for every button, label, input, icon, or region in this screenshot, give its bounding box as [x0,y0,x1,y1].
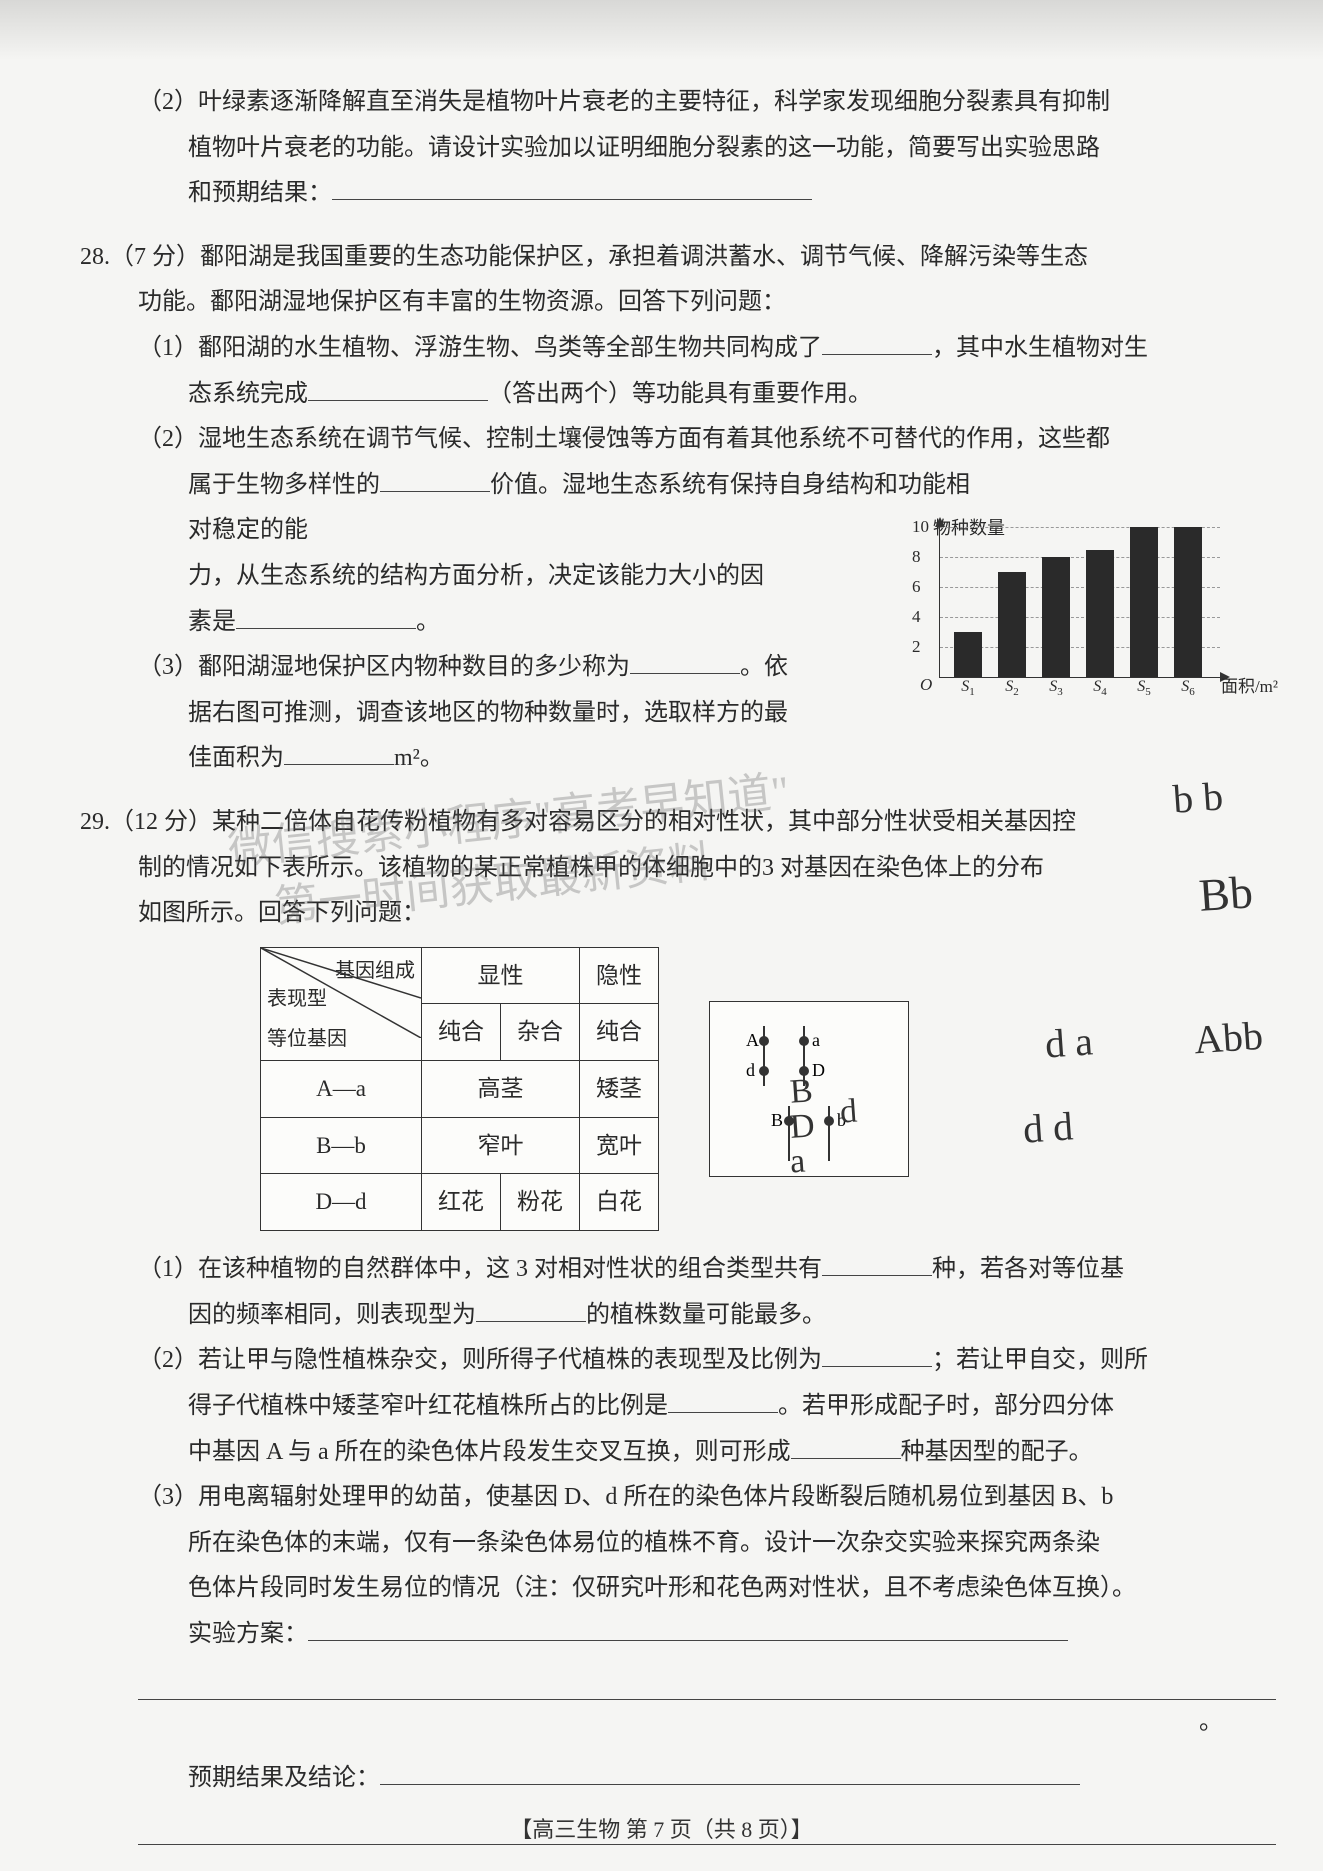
text-line: 佳面积为m²。 [80,736,978,782]
col-sub: 杂合 [501,1004,580,1061]
chart-xlabel: 面积/m² [1221,671,1278,703]
chart-bar [1086,550,1114,678]
q28-p1: （1）鄱阳湖的水生植物、浮游生物、鸟类等全部生物共同构成了，其中水生植物对生 [80,326,1253,372]
diagonal-header: 基因组成 表现型 等位基因 [261,947,422,1060]
svg-text:b: b [837,1110,846,1130]
q29-p2: （2）若让甲与隐性植株杂交，则所得子代植株的表现型及比例为；若让甲自交，则所 [80,1338,1253,1384]
answer-blank [791,1431,901,1458]
answer-blank [822,1340,932,1367]
col-header: 隐性 [580,947,659,1004]
answer-blank [380,464,490,491]
species-chart: 物种数量 O 面积/m² 246810S1S2S3S4S5S6 [903,517,1233,697]
chart-ytick: 8 [912,541,921,573]
q28-p3: （3）鄱阳湖湿地保护区内物种数目的多少称为。依 [80,645,928,691]
chart-ytick: 2 [912,631,921,663]
answer-blank [284,738,394,765]
chart-ytick: 4 [912,601,921,633]
text-line: 中基因 A 与 a 所在的染色体片段发生交叉互换，则可形成种基因型的配子。 [80,1430,1253,1476]
chart-axes: O 面积/m² 246810S1S2S3S4S5S6 [939,527,1220,678]
q29-head2: 制的情况如下表所示。该植物的某正常植株甲的体细胞中的3 对基因在染色体上的分布 [80,846,1253,892]
chart-bar [1042,557,1070,677]
col-sub: 纯合 [580,1004,659,1061]
chart-xtick: S2 [1005,672,1019,703]
answer-blank [308,373,488,400]
answer-blank [332,173,812,200]
svg-text:d: d [746,1060,755,1080]
text-line: 所在染色体的末端，仅有一条染色体易位的植株不育。设计一次杂交实验来探究两条染 [80,1521,1253,1567]
chart-bar [954,632,982,677]
text-line: 得子代植株中矮茎窄叶红花植株所占的比例是。若甲形成配子时，部分四分体 [80,1384,1253,1430]
svg-text:A: A [746,1030,759,1050]
svg-text:a: a [812,1030,820,1050]
q28: 28.（7 分）鄱阳湖是我国重要的生态功能保护区，承担着调洪蓄水、调节气候、降解… [80,235,1253,782]
text-line: 据右图可推测，调查该地区的物种数量时，选取样方的最 [80,691,978,737]
table-row: D—d 红花 粉花 白花 [261,1174,659,1231]
answer-blank [308,1613,1068,1640]
table-row: B—b 窄叶 宽叶 [261,1117,659,1174]
text-line: 属于生物多样性的价值。湿地生态系统有保持自身结构和功能相对稳定的能 [80,463,978,554]
q29: 29.（12 分）某种二倍体自花传粉植物有多对容易区分的相对性状，其中部分性状受… [80,800,1253,1845]
page-footer: 【高三生物 第 7 页（共 8 页）】 [0,1809,1323,1851]
arrow-icon [935,517,945,527]
q28-p2: （2）湿地生态系统在调节气候、控制土壤侵蚀等方面有着其他系统不可替代的作用，这些… [80,417,1253,463]
answer-blank [236,601,416,628]
q29-p3: （3）用电离辐射处理甲的幼苗，使基因 D、d 所在的染色体片段断裂后随机易位到基… [80,1475,1253,1521]
answer-blank [380,1758,1080,1785]
svg-text:D: D [812,1060,825,1080]
chart-xtick: S1 [961,672,975,703]
q29-p1: （1）在该种植物的自然群体中，这 3 对相对性状的组合类型共有种，若各对等位基 [80,1247,1253,1293]
answer-blank [476,1294,586,1321]
chart-ytick: 10 [912,511,929,543]
q27-part2: （2）叶绿素逐渐降解直至消失是植物叶片衰老的主要特征，科学家发现细胞分裂素具有抑… [80,80,1253,217]
answer-line [138,1671,1276,1700]
col-header: 显性 [422,947,580,1004]
chart-ytick: 6 [912,571,921,603]
q29-head: 29.（12 分）某种二倍体自花传粉植物有多对容易区分的相对性状，其中部分性状受… [80,800,1253,846]
chart-bar [1174,527,1202,677]
page-shadow [0,0,1323,60]
answer-blank [630,647,740,674]
answer-blank [668,1386,778,1413]
q28-head: 28.（7 分）鄱阳湖是我国重要的生态功能保护区，承担着调洪蓄水、调节气候、降解… [80,235,1253,281]
chart-origin: O [920,669,932,701]
chart-xtick: S4 [1093,672,1107,703]
text-line: 实验方案： [80,1612,1253,1658]
chart-bar [1130,527,1158,677]
text-line: 态系统完成（答出两个）等功能具有重要作用。 [80,372,1253,418]
text-line: 和预期结果： [138,171,1253,217]
answer-blank [822,328,932,355]
chart-bar [998,572,1026,677]
text-line: 素是。 [80,600,978,646]
svg-text:B: B [771,1110,783,1130]
answer-blank [822,1249,932,1276]
q28-head2: 功能。鄱阳湖湿地保护区有丰富的生物资源。回答下列问题： [80,280,1253,326]
chart-xtick: S3 [1049,672,1063,703]
exam-page: { "q27_2": { "text_a": "（2）叶绿素逐渐降解直至消失是植… [0,0,1323,1871]
q29-head3: 如图所示。回答下列问题： [80,891,1253,937]
text-line: （2）叶绿素逐渐降解直至消失是植物叶片衰老的主要特征，科学家发现细胞分裂素具有抑… [138,80,1253,126]
chart-xtick: S6 [1181,672,1195,703]
text-line: 色体片段同时发生易位的情况（注：仅研究叶形和花色两对性状，且不考虑染色体互换）。 [80,1566,1253,1612]
text-line: 预期结果及结论： [80,1756,1253,1802]
text-line: 力，从生态系统的结构方面分析，决定该能力大小的因 [80,554,978,600]
chromosome-diagram: Aa d D Bb [709,1001,909,1177]
text-line: 因的频率相同，则表现型为的植株数量可能最多。 [80,1293,1253,1339]
trait-table: 基因组成 表现型 等位基因 显性 隐性 纯合 杂合 纯合 A—a 高茎 矮茎 B… [260,947,659,1231]
text-line: 植物叶片衰老的功能。请设计实验加以证明细胞分裂素的这一功能，简要写出实验思路 [138,126,1253,172]
col-sub: 纯合 [422,1004,501,1061]
table-row: A—a 高茎 矮茎 [261,1061,659,1118]
chart-xtick: S5 [1137,672,1151,703]
table-and-diagram: 基因组成 表现型 等位基因 显性 隐性 纯合 杂合 纯合 A—a 高茎 矮茎 B… [260,947,1253,1231]
chromosome-svg: Aa d D Bb [734,1016,884,1166]
